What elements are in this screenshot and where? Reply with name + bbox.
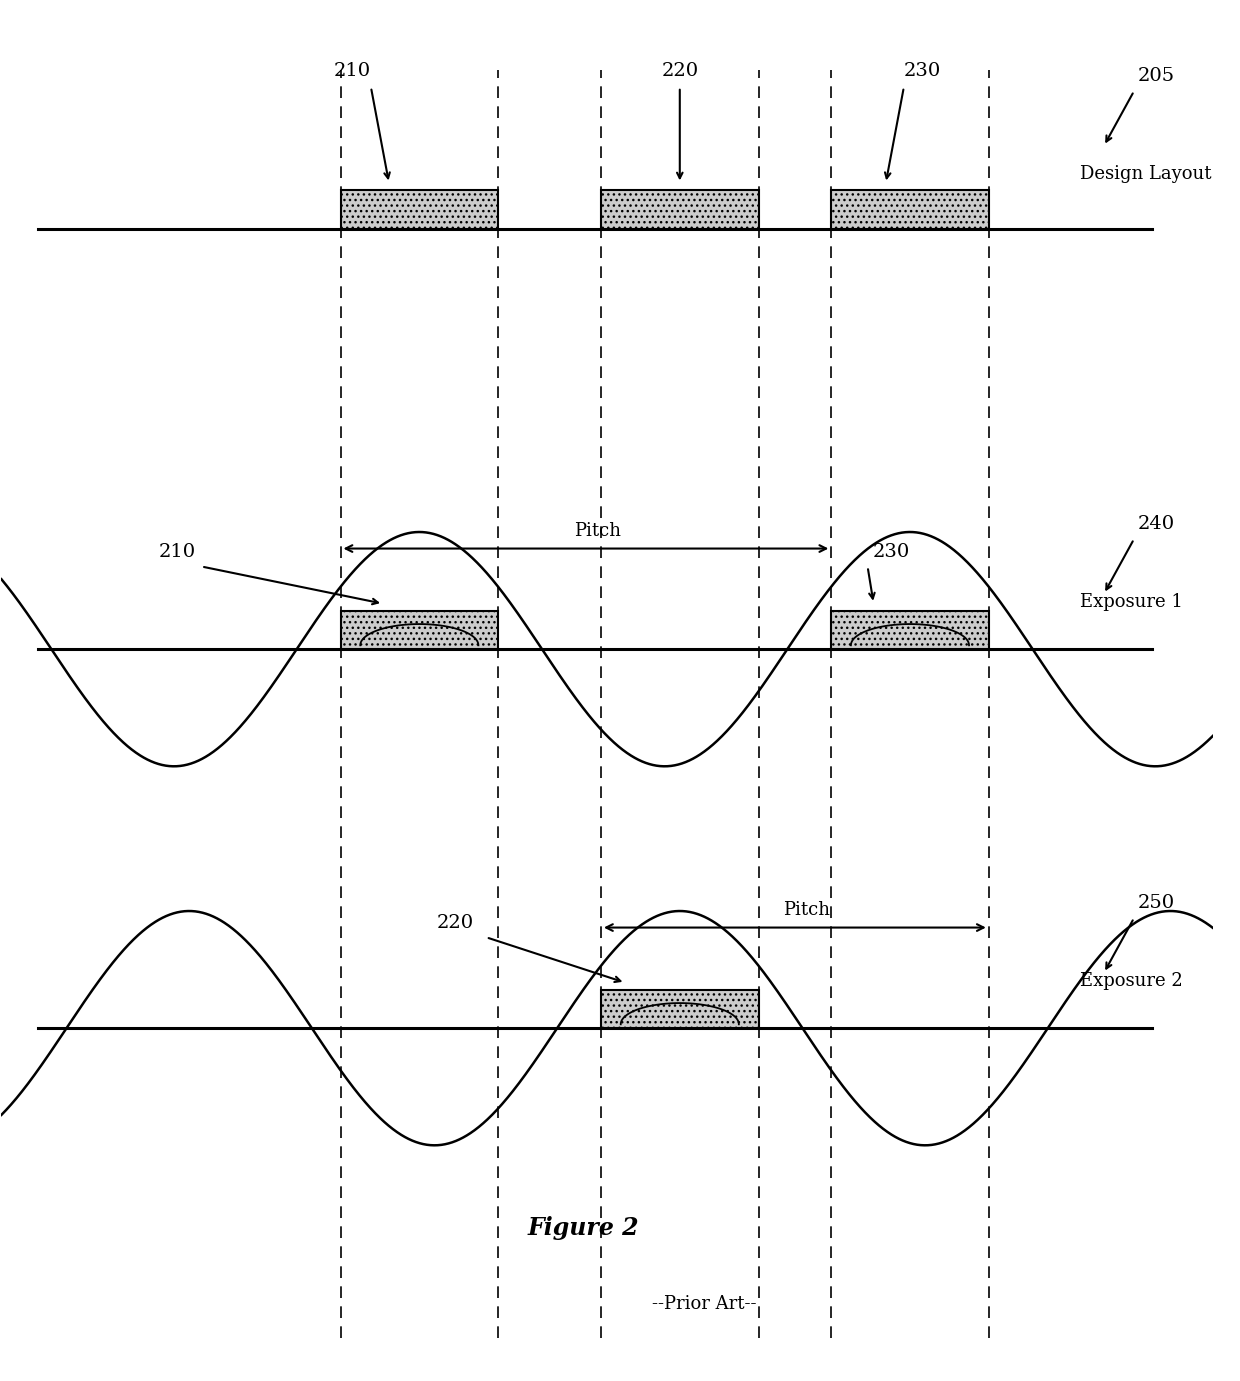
Text: Exposure 2: Exposure 2 xyxy=(1080,972,1182,990)
Text: Exposure 1: Exposure 1 xyxy=(1080,592,1183,610)
Text: 230: 230 xyxy=(873,543,910,561)
Bar xyxy=(341,191,498,229)
Bar xyxy=(601,191,759,229)
Text: 250: 250 xyxy=(1138,895,1174,913)
Text: Pitch: Pitch xyxy=(784,902,831,920)
Text: 210: 210 xyxy=(159,543,196,561)
Text: 220: 220 xyxy=(661,62,698,80)
Text: 210: 210 xyxy=(334,62,371,80)
Text: 220: 220 xyxy=(438,914,474,932)
Text: 205: 205 xyxy=(1138,68,1174,86)
Text: Pitch: Pitch xyxy=(574,522,621,540)
Bar xyxy=(831,191,988,229)
Text: Design Layout: Design Layout xyxy=(1080,166,1211,184)
Bar xyxy=(601,990,759,1029)
Text: --Prior Art--: --Prior Art-- xyxy=(652,1295,756,1313)
Bar xyxy=(341,610,498,649)
Bar xyxy=(831,610,988,649)
Text: 230: 230 xyxy=(904,62,941,80)
Text: Figure 2: Figure 2 xyxy=(527,1217,639,1240)
Text: 240: 240 xyxy=(1138,515,1174,533)
